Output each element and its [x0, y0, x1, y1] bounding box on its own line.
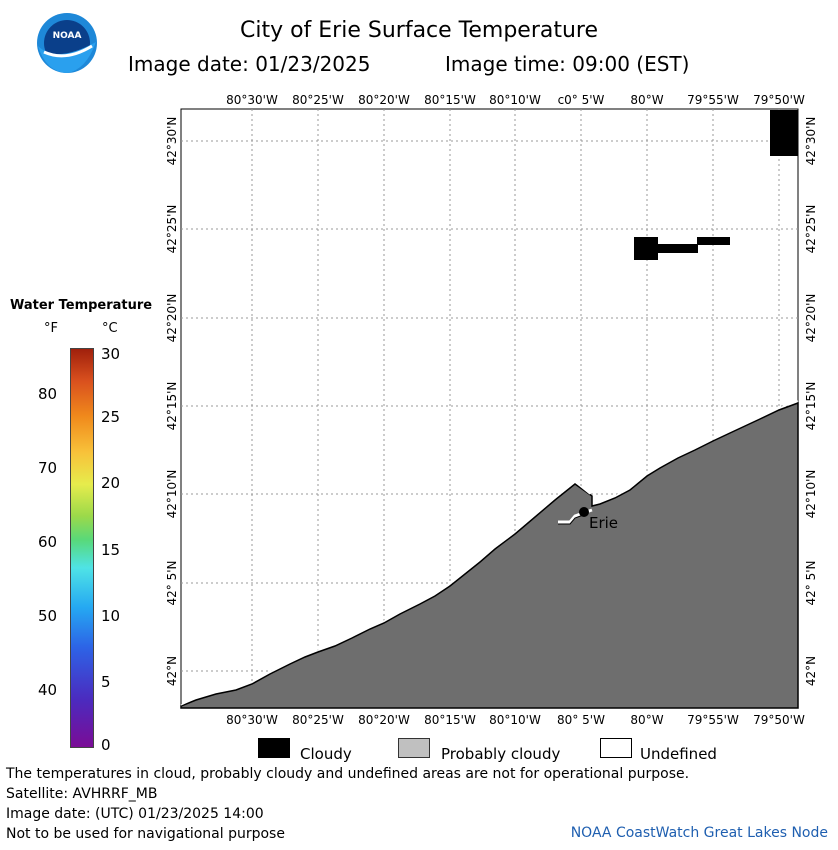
undefined-label: Undefined — [640, 745, 717, 763]
celsius-label: 30 — [101, 345, 121, 363]
cloud-patch — [656, 244, 698, 253]
probably-cloudy-swatch — [398, 738, 430, 758]
logo-text: NOAA — [53, 31, 82, 41]
celsius-label: 25 — [101, 408, 121, 426]
lat-tick: 42°N — [804, 656, 818, 686]
lon-tick: с0° 5'W — [558, 93, 605, 107]
fahrenheit-label: 70 — [38, 459, 58, 477]
undefined-swatch — [600, 738, 632, 758]
lat-tick: 42°30'N — [165, 117, 179, 166]
top-longitude-ticks: 80°30'W 80°25'W 80°20'W 80°15'W 80°10'W … — [226, 93, 805, 107]
lon-tick: 80°10'W — [489, 713, 541, 727]
fahrenheit-unit: °F — [44, 321, 58, 336]
cloud-patch — [697, 237, 730, 245]
lat-tick: 42°15'N — [804, 382, 818, 431]
lon-tick: 80°10'W — [489, 93, 541, 107]
lon-tick: 80°15'W — [424, 713, 476, 727]
bottom-longitude-ticks: 80°30'W 80°25'W 80°20'W 80°15'W 80°10'W … — [226, 713, 805, 727]
erie-city-marker — [579, 507, 589, 517]
noaa-logo: NOAA — [37, 13, 97, 73]
lat-tick: 42°30'N — [804, 117, 818, 166]
celsius-label: 15 — [101, 541, 121, 559]
cloudy-label: Cloudy — [300, 745, 352, 763]
image-time: Image time: 09:00 (EST) — [445, 52, 690, 76]
lon-tick: 79°55'W — [687, 93, 739, 107]
lat-tick: 42°20'N — [804, 294, 818, 343]
lat-tick: 42°25'N — [804, 205, 818, 254]
lon-tick: 80°30'W — [226, 713, 278, 727]
right-latitude-ticks: 42°30'N 42°25'N 42°20'N 42°15'N 42°10'N … — [804, 117, 818, 687]
left-latitude-ticks: 42°30'N 42°25'N 42°20'N 42°15'N 42°10'N … — [165, 117, 179, 687]
celsius-label: 20 — [101, 474, 121, 492]
lat-tick: 42°20'N — [165, 294, 179, 343]
land-area — [180, 401, 799, 709]
lat-tick: 42°25'N — [165, 205, 179, 254]
celsius-label: 5 — [101, 673, 111, 691]
lat-tick: 42°10'N — [804, 470, 818, 519]
lon-tick: 80°25'W — [292, 713, 344, 727]
lon-tick: 79°50'W — [753, 713, 805, 727]
fahrenheit-label: 60 — [38, 533, 58, 551]
lat-tick: 42°N — [165, 656, 179, 686]
fahrenheit-label: 50 — [38, 607, 58, 625]
lon-tick: 80°25'W — [292, 93, 344, 107]
lon-tick: 80°W — [630, 93, 663, 107]
lon-tick: 79°55'W — [687, 713, 739, 727]
lat-tick: 42° 5'N — [165, 561, 179, 606]
lon-tick: 80°20'W — [358, 713, 410, 727]
page-title: City of Erie Surface Temperature — [239, 18, 599, 43]
lat-tick: 42°15'N — [165, 382, 179, 431]
presque-isle-outline — [558, 513, 587, 525]
lon-tick: 79°50'W — [753, 93, 805, 107]
celsius-label: 0 — [101, 736, 111, 754]
utc-date-text: Image date: (UTC) 01/23/2025 14:00 — [6, 806, 264, 822]
coastline-white — [180, 400, 799, 706]
celsius-label: 10 — [101, 607, 121, 625]
temperature-colorbar — [70, 348, 94, 748]
satellite-text: Satellite: AVHRRF_MB — [6, 786, 158, 802]
cloud-patch — [770, 110, 798, 156]
fahrenheit-label: 80 — [38, 385, 58, 403]
celsius-unit: °C — [102, 321, 118, 336]
lat-tick: 42° 5'N — [804, 561, 818, 606]
legend-title: Water Temperature — [10, 298, 153, 313]
lon-tick: 80°20'W — [358, 93, 410, 107]
disclaimer-text: The temperatures in cloud, probably clou… — [6, 766, 690, 782]
lon-tick: 80° 5'W — [557, 713, 605, 727]
lon-tick: 80°W — [630, 713, 663, 727]
image-date: Image date: 01/23/2025 — [128, 52, 371, 76]
city-label: Erie — [589, 514, 618, 532]
cloudy-swatch — [258, 738, 290, 758]
lat-tick: 42°10'N — [165, 470, 179, 519]
lon-tick: 80°15'W — [424, 93, 476, 107]
probably-cloudy-label: Probably cloudy — [441, 745, 561, 763]
cloud-patch — [634, 237, 658, 260]
fahrenheit-label: 40 — [38, 681, 58, 699]
navigation-warning: Not to be used for navigational purpose — [6, 826, 285, 842]
credit-text: NOAA CoastWatch Great Lakes Node — [570, 825, 828, 841]
lon-tick: 80°30'W — [226, 93, 278, 107]
